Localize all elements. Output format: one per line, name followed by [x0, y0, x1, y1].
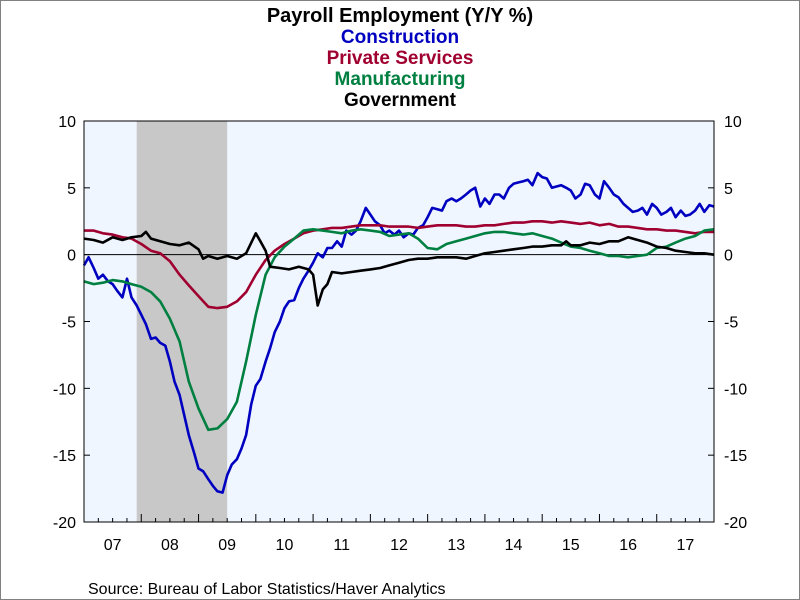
y-tick-label-left: 10 [58, 114, 76, 131]
y-tick-label-right: -10 [724, 381, 747, 398]
x-tick-label: 16 [619, 537, 637, 554]
series-line-manufacturing [83, 228, 715, 432]
x-tick-label: 10 [276, 537, 294, 554]
x-tick-label: 12 [390, 537, 408, 554]
y-tick-label-left: -10 [53, 381, 76, 398]
y-tick-label-left: -20 [53, 515, 76, 532]
x-tick-label: 08 [161, 537, 179, 554]
legend-government: Government [344, 90, 457, 111]
x-tick-label: 11 [333, 537, 350, 554]
y-tick-label-left: 0 [67, 248, 76, 265]
y-tick-label-right: 0 [724, 248, 733, 265]
series-line-construction [82, 171, 715, 494]
x-tick-label: 17 [676, 537, 694, 554]
y-tick-label-right: -15 [724, 448, 747, 465]
x-tick-label: 07 [104, 537, 122, 554]
y-axis-left: 10 5 0 -5 -10 -15 -20 [53, 114, 90, 532]
series-layer [82, 171, 715, 494]
y-tick-label-right: 10 [724, 114, 742, 131]
y-axis-right: 10 5 0 -5 -10 -15 -20 [708, 114, 747, 532]
y-tick-label-right: 5 [724, 181, 733, 198]
series-line-government [83, 230, 715, 307]
y-tick-label-left: -15 [53, 448, 76, 465]
chart-title: Payroll Employment (Y/Y %) [267, 5, 533, 27]
y-tick-label-left: 5 [67, 181, 76, 198]
legend-construction: Construction [341, 27, 459, 48]
recession-band [136, 121, 228, 522]
y-tick-label-left: -5 [62, 315, 76, 332]
source-note: Source: Bureau of Labor Statistics/Haver… [88, 581, 446, 598]
legend-manufacturing: Manufacturing [335, 69, 466, 90]
y-tick-label-right: -20 [724, 515, 747, 532]
x-tick-label: 09 [218, 537, 236, 554]
x-tick-label: 13 [447, 537, 465, 554]
series-line-private-services [84, 220, 714, 310]
x-tick-label: 14 [505, 537, 523, 554]
x-axis: 07 08 09 10 11 12 13 14 15 16 17 [83, 514, 715, 554]
x-tick-label: 15 [562, 537, 580, 554]
y-tick-label-right: -5 [724, 315, 738, 332]
legend-private-services: Private Services [327, 48, 474, 69]
